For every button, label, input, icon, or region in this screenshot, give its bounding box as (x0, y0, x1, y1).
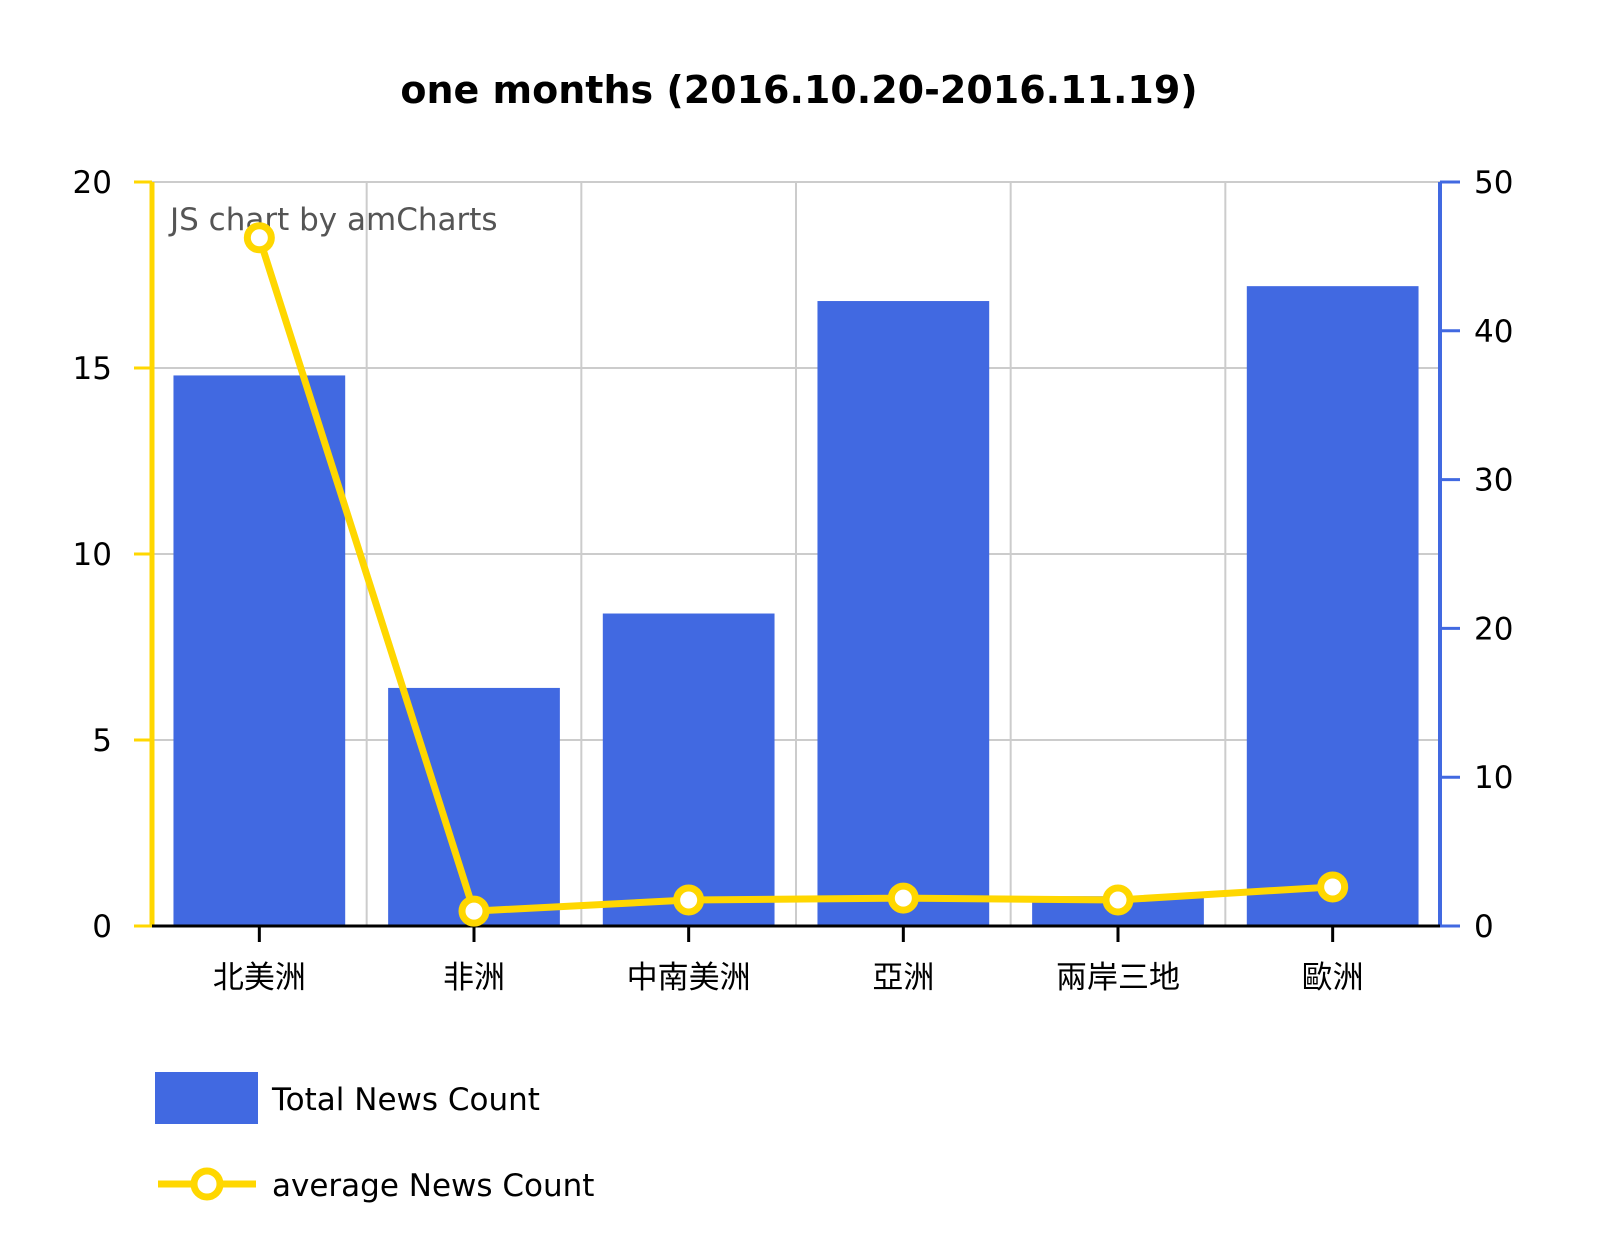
y-left-tick-label: 10 (73, 537, 112, 573)
y-right-tick-label: 40 (1474, 314, 1513, 350)
y-right-tick-label: 10 (1474, 760, 1513, 796)
legend-label: Total News Count (271, 1082, 540, 1118)
chart-title: one months (2016.10.20-2016.11.19) (400, 68, 1197, 112)
x-tick-label: 非洲 (443, 960, 505, 996)
y-right-tick-label: 20 (1474, 611, 1513, 647)
line-path (255, 236, 1333, 915)
axes: 0 5 10 15 20 0 10 20 30 40 50 北美洲 非洲 中南美洲 亞洲 兩岸三地 歐洲 (73, 165, 1514, 996)
legend-swatch-marker (190, 1167, 224, 1201)
bar-series (173, 286, 1419, 926)
line-point[interactable] (458, 895, 490, 927)
legend: Total News Count average News Count (155, 1072, 594, 1204)
line-point[interactable] (1317, 871, 1349, 903)
y-right-tick-label: 0 (1474, 909, 1494, 945)
line-series (243, 222, 1349, 927)
y-left-tick-label: 0 (92, 909, 112, 945)
y-left-tick-label: 15 (73, 351, 112, 387)
x-tick-label: 亞洲 (872, 960, 934, 996)
y-left-tick-label: 5 (92, 723, 112, 759)
line-point[interactable] (887, 882, 919, 914)
x-tick-label: 兩岸三地 (1056, 960, 1180, 996)
legend-item-line[interactable]: average News Count (158, 1167, 594, 1204)
bar[interactable] (602, 613, 775, 926)
x-tick-label: 中南美洲 (627, 960, 751, 996)
y-right-tick-label: 30 (1474, 463, 1513, 499)
legend-item-bar[interactable]: Total News Count (155, 1072, 540, 1124)
legend-swatch-bar (155, 1072, 258, 1124)
bar[interactable] (817, 301, 990, 926)
y-left-tick-label: 20 (73, 165, 112, 201)
y-right-tick-label: 50 (1474, 165, 1513, 201)
legend-label: average News Count (272, 1168, 594, 1204)
grid (152, 181, 1440, 926)
x-tick-label: 北美洲 (213, 960, 306, 996)
bar[interactable] (1246, 286, 1419, 926)
x-tick-label: 歐洲 (1302, 960, 1364, 996)
line-point[interactable] (243, 222, 275, 254)
line-point[interactable] (673, 884, 705, 916)
watermark[interactable]: JS chart by amCharts (168, 202, 498, 238)
bar[interactable] (173, 375, 346, 926)
line-point[interactable] (1102, 884, 1134, 916)
